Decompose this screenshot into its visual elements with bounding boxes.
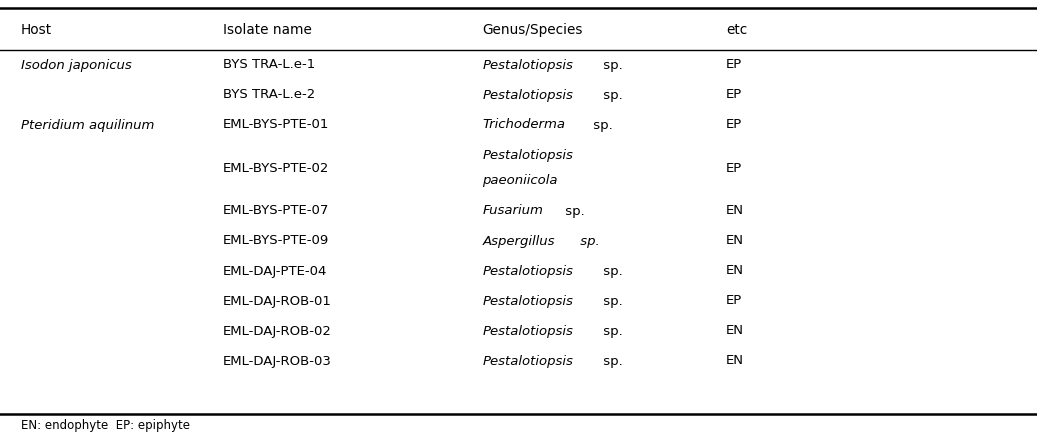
Text: EML-DAJ-ROB-02: EML-DAJ-ROB-02 — [223, 324, 332, 337]
Text: Isolate name: Isolate name — [223, 23, 312, 37]
Text: BYS TRA-L.e-1: BYS TRA-L.e-1 — [223, 58, 315, 72]
Text: sp.: sp. — [599, 265, 623, 277]
Text: sp.: sp. — [599, 58, 623, 72]
Text: Pestalotiopsis: Pestalotiopsis — [482, 265, 573, 277]
Text: BYS TRA-L.e-2: BYS TRA-L.e-2 — [223, 89, 315, 102]
Text: EML-DAJ-PTE-04: EML-DAJ-PTE-04 — [223, 265, 328, 277]
Text: EML-DAJ-ROB-03: EML-DAJ-ROB-03 — [223, 354, 332, 368]
Text: sp.: sp. — [576, 235, 599, 248]
Text: Pestalotiopsis: Pestalotiopsis — [482, 89, 573, 102]
Text: sp.: sp. — [599, 324, 623, 337]
Text: EML-BYS-PTE-07: EML-BYS-PTE-07 — [223, 204, 330, 218]
Text: sp.: sp. — [599, 294, 623, 307]
Text: Pestalotiopsis: Pestalotiopsis — [482, 294, 573, 307]
Text: EML-BYS-PTE-02: EML-BYS-PTE-02 — [223, 161, 330, 174]
Text: sp.: sp. — [599, 89, 623, 102]
Text: EN: EN — [726, 235, 744, 248]
Text: Pestalotiopsis: Pestalotiopsis — [482, 149, 573, 162]
Text: EN: EN — [726, 265, 744, 277]
Text: Pestalotiopsis: Pestalotiopsis — [482, 58, 573, 72]
Text: paeoniicola: paeoniicola — [482, 174, 558, 187]
Text: Fusarium: Fusarium — [482, 204, 543, 218]
Text: Isodon japonicus: Isodon japonicus — [21, 58, 132, 72]
Text: Host: Host — [21, 23, 52, 37]
Text: Aspergillus: Aspergillus — [482, 235, 555, 248]
Text: EN: EN — [726, 204, 744, 218]
Text: EML-BYS-PTE-09: EML-BYS-PTE-09 — [223, 235, 329, 248]
Text: Pteridium aquilinum: Pteridium aquilinum — [21, 119, 155, 132]
Text: Pestalotiopsis: Pestalotiopsis — [482, 324, 573, 337]
Text: EN: EN — [726, 354, 744, 368]
Text: Genus/Species: Genus/Species — [482, 23, 583, 37]
Text: EP: EP — [726, 89, 742, 102]
Text: EP: EP — [726, 119, 742, 132]
Text: EN: endophyte  EP: epiphyte: EN: endophyte EP: epiphyte — [21, 419, 190, 432]
Text: EP: EP — [726, 294, 742, 307]
Text: sp.: sp. — [599, 354, 623, 368]
Text: EML-DAJ-ROB-01: EML-DAJ-ROB-01 — [223, 294, 332, 307]
Text: etc: etc — [726, 23, 747, 37]
Text: EP: EP — [726, 58, 742, 72]
Text: EML-BYS-PTE-01: EML-BYS-PTE-01 — [223, 119, 330, 132]
Text: sp.: sp. — [561, 204, 585, 218]
Text: EN: EN — [726, 324, 744, 337]
Text: EP: EP — [726, 161, 742, 174]
Text: Pestalotiopsis: Pestalotiopsis — [482, 354, 573, 368]
Text: sp.: sp. — [589, 119, 613, 132]
Text: Trichoderma: Trichoderma — [482, 119, 565, 132]
